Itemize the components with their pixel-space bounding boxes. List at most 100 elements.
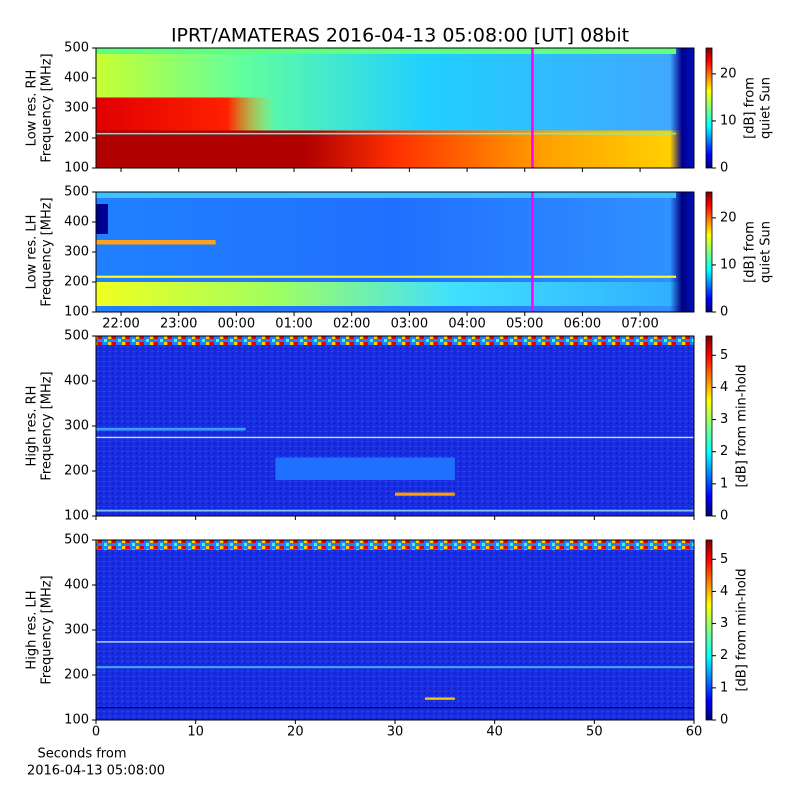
x-tick-label: 00:00 (218, 317, 255, 332)
x-tick-label: 0 (92, 725, 100, 740)
colorbar-tick-label: 0 (720, 161, 728, 176)
y-tick-label: 100 (64, 305, 89, 320)
y-tick-label: 500 (64, 533, 89, 548)
x-tick-label: 10 (187, 725, 204, 740)
y-tick-label: 100 (64, 509, 89, 524)
y-axis-label: Low res. LH (25, 215, 40, 290)
colorbar-label: [dB] from (743, 221, 758, 283)
y-tick-label: 200 (64, 668, 89, 683)
spectrogram-region (96, 509, 694, 512)
x-tick-label: 04:00 (448, 317, 485, 332)
spectrogram-region (96, 641, 694, 643)
y-tick-label: 200 (64, 275, 89, 290)
colorbar-label: quiet Sun (759, 221, 774, 283)
spectrogram (96, 48, 694, 168)
spectrogram (96, 336, 694, 516)
spectrogram (96, 540, 694, 720)
colorbar-tick-label: 2 (720, 648, 728, 663)
colorbar-tick-label: 10 (720, 113, 737, 128)
y-tick-label: 400 (64, 578, 89, 593)
colorbar (705, 539, 713, 721)
colorbar-tick-label: 0 (720, 305, 728, 320)
colorbar-label: [dB] from (743, 77, 758, 139)
colorbar-label: [dB] from min-hold (735, 568, 750, 691)
y-tick-label: 300 (64, 419, 89, 434)
colorbar (705, 47, 713, 169)
spectrogram-region (395, 492, 455, 496)
y-axis-label: Frequency [MHz] (40, 575, 55, 684)
x-tick-label: 22:00 (102, 317, 139, 332)
colorbar-tick-label: 3 (720, 412, 728, 427)
spectrogram-region (424, 697, 455, 700)
colorbar (705, 191, 713, 313)
y-tick-label: 400 (64, 215, 89, 230)
colorbar-tick-label: 20 (720, 210, 737, 225)
colorbar-tick-label: 0 (720, 509, 728, 524)
y-tick-label: 300 (64, 623, 89, 638)
x-tick-label: 02:00 (333, 317, 370, 332)
y-tick-label: 400 (64, 374, 89, 389)
colorbar-tick-label: 0 (720, 713, 728, 728)
spectrogram-region (96, 192, 677, 198)
colorbar-label: [dB] from min-hold (735, 364, 750, 487)
spectrogram-region (275, 457, 455, 480)
x-tick-label: 03:00 (391, 317, 428, 332)
colorbar-tick-label: 20 (720, 66, 737, 81)
x-tick-label: 60 (686, 725, 703, 740)
y-axis-label: Frequency [MHz] (40, 53, 55, 162)
x-tick-label: 07:00 (621, 317, 658, 332)
y-tick-label: 300 (64, 245, 89, 260)
x-tick-label: 23:00 (160, 317, 197, 332)
y-tick-label: 500 (64, 329, 89, 344)
y-tick-label: 200 (64, 131, 89, 146)
colorbar-tick-label: 2 (720, 444, 728, 459)
spectrogram (96, 192, 694, 312)
chart-title: IPRT/AMATERAS 2016-04-13 05:08:00 [UT] 0… (171, 25, 629, 47)
spectrogram-region (96, 666, 694, 669)
x-tick-label: 20 (287, 725, 304, 740)
colorbar-tick-label: 4 (720, 380, 728, 395)
y-tick-label: 500 (64, 185, 89, 200)
spectrogram-region (96, 97, 694, 131)
y-tick-label: 300 (64, 101, 89, 116)
spectrogram-region (96, 427, 246, 431)
colorbar-tick-label: 4 (720, 584, 728, 599)
spectrogram-region (96, 540, 694, 720)
spectrogram-region (96, 336, 694, 516)
spectrogram-region (96, 336, 694, 345)
colorbar-tick-label: 5 (720, 552, 728, 567)
x-tick-label: 06:00 (564, 317, 601, 332)
colorbar (705, 335, 713, 517)
colorbar-tick-label: 10 (720, 257, 737, 272)
colorbar-tick-label: 5 (720, 348, 728, 363)
x-axis-label: Seconds from (37, 747, 126, 762)
x-axis-label: 2016-04-13 05:08:00 (27, 764, 165, 779)
x-tick-label: 50 (586, 725, 603, 740)
colorbar-tick-label: 3 (720, 616, 728, 631)
spectrogram-region (96, 204, 108, 234)
x-tick-label: 30 (387, 725, 404, 740)
spectrogram-region (96, 706, 694, 709)
colorbar-tick-label: 1 (720, 680, 728, 695)
spectrogram-region (96, 240, 216, 245)
y-axis-label: High res. RH (25, 386, 40, 467)
spectrogram-region (96, 48, 677, 54)
spectrogram-region (96, 130, 694, 168)
x-tick-label: 40 (486, 725, 503, 740)
x-tick-label: 01:00 (275, 317, 312, 332)
spectrogram-region (96, 436, 694, 439)
spectrogram-region (96, 132, 677, 135)
spectrogram-region (96, 275, 677, 278)
y-tick-label: 100 (64, 161, 89, 176)
colorbar-tick-label: 1 (720, 476, 728, 491)
y-tick-label: 500 (64, 41, 89, 56)
y-axis-label: Low res. RH (25, 70, 40, 147)
y-tick-label: 200 (64, 464, 89, 479)
y-tick-label: 400 (64, 71, 89, 86)
spectrogram-region (96, 540, 694, 550)
y-axis-label: Frequency [MHz] (40, 371, 55, 480)
x-tick-label: 05:00 (506, 317, 543, 332)
y-tick-label: 100 (64, 713, 89, 728)
spectrogram-region (96, 282, 694, 306)
